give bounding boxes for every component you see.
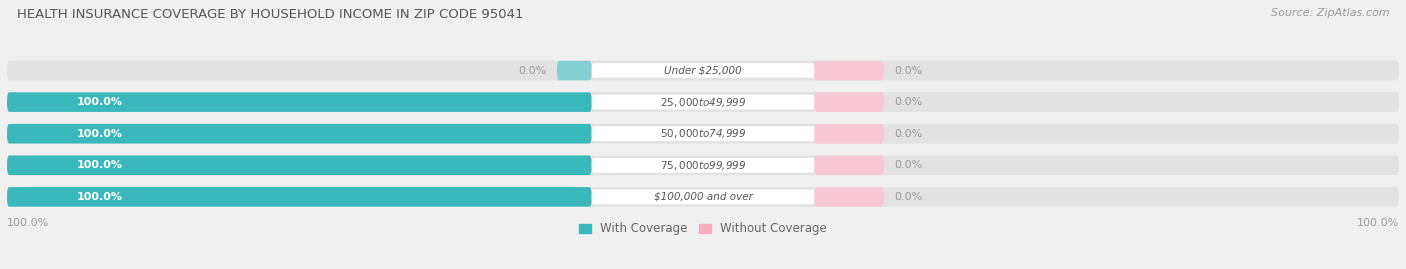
FancyBboxPatch shape (814, 61, 884, 80)
FancyBboxPatch shape (7, 92, 1399, 112)
Text: 100.0%: 100.0% (77, 192, 124, 202)
Text: $50,000 to $74,999: $50,000 to $74,999 (659, 127, 747, 140)
Text: $100,000 and over: $100,000 and over (654, 192, 752, 202)
Legend: With Coverage, Without Coverage: With Coverage, Without Coverage (579, 222, 827, 235)
Text: 0.0%: 0.0% (894, 97, 922, 107)
FancyBboxPatch shape (592, 95, 814, 109)
Text: 100.0%: 100.0% (7, 218, 49, 228)
FancyBboxPatch shape (7, 124, 1399, 143)
Text: 0.0%: 0.0% (894, 192, 922, 202)
FancyBboxPatch shape (7, 92, 592, 112)
Text: 100.0%: 100.0% (77, 97, 124, 107)
Text: 100.0%: 100.0% (77, 160, 124, 170)
FancyBboxPatch shape (814, 187, 884, 207)
FancyBboxPatch shape (592, 126, 814, 141)
FancyBboxPatch shape (814, 124, 884, 143)
FancyBboxPatch shape (7, 187, 592, 207)
Text: 100.0%: 100.0% (77, 129, 124, 139)
Text: Under $25,000: Under $25,000 (664, 66, 742, 76)
FancyBboxPatch shape (592, 63, 814, 78)
Text: $75,000 to $99,999: $75,000 to $99,999 (659, 159, 747, 172)
FancyBboxPatch shape (7, 124, 592, 143)
FancyBboxPatch shape (814, 155, 884, 175)
FancyBboxPatch shape (592, 190, 814, 204)
FancyBboxPatch shape (7, 61, 1399, 80)
FancyBboxPatch shape (814, 92, 884, 112)
Text: 100.0%: 100.0% (1357, 218, 1399, 228)
Text: HEALTH INSURANCE COVERAGE BY HOUSEHOLD INCOME IN ZIP CODE 95041: HEALTH INSURANCE COVERAGE BY HOUSEHOLD I… (17, 8, 523, 21)
FancyBboxPatch shape (7, 155, 1399, 175)
Text: 0.0%: 0.0% (519, 66, 547, 76)
FancyBboxPatch shape (7, 155, 592, 175)
Text: $25,000 to $49,999: $25,000 to $49,999 (659, 95, 747, 109)
FancyBboxPatch shape (557, 61, 592, 80)
Text: 0.0%: 0.0% (894, 129, 922, 139)
FancyBboxPatch shape (7, 187, 1399, 207)
Text: 0.0%: 0.0% (894, 66, 922, 76)
Text: 0.0%: 0.0% (894, 160, 922, 170)
FancyBboxPatch shape (592, 158, 814, 173)
Text: Source: ZipAtlas.com: Source: ZipAtlas.com (1271, 8, 1389, 18)
